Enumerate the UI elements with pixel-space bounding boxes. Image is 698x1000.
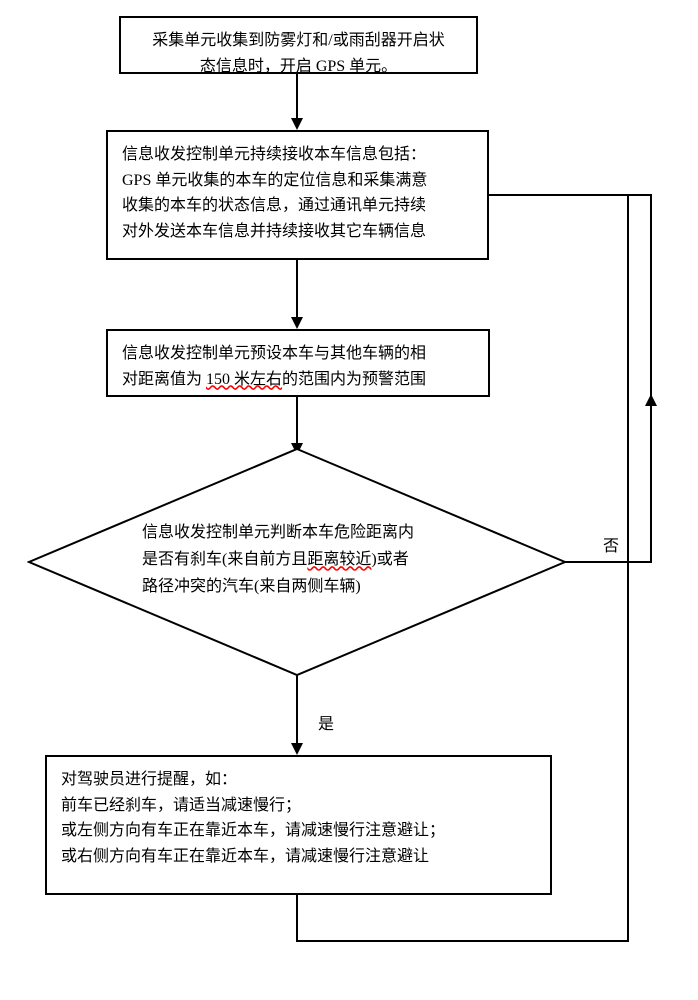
- label-yes: 是: [318, 710, 334, 734]
- n5-line3: 或左侧方向有车正在靠近本车，请减速慢行注意避让；: [61, 822, 445, 839]
- process-box-3: 信息收发控制单元预设本车与其他车辆的相 对距离值为 150 米左右的范围内为预警…: [106, 329, 490, 397]
- process-box-2: 信息收发控制单元持续接收本车信息包括： GPS 单元收集的本车的定位信息和采集满…: [106, 130, 489, 260]
- edge-no-up-marker: [645, 394, 657, 406]
- n1-line1: 采集单元收集到防雾灯和/或雨刮器开启状: [152, 32, 444, 49]
- edge-no-v1: [650, 194, 652, 563]
- n2-line3: 收集的本车的状态信息，通过通讯单元持续: [122, 197, 426, 214]
- process-box-5: 对驾驶员进行提醒，如： 前车已经刹车，请适当减速慢行； 或左侧方向有车正在靠近本…: [45, 755, 552, 895]
- n2-line4: 对外发送本车信息并持续接收其它车辆信息: [122, 223, 426, 240]
- n1-line2: 态信息时，开启 GPS 单元。: [200, 58, 397, 75]
- n5-line2: 前车已经刹车，请适当减速慢行；: [61, 797, 301, 814]
- n5-line1: 对驾驶员进行提醒，如：: [61, 771, 237, 788]
- process-box-1: 采集单元收集到防雾灯和/或雨刮器开启状 态信息时，开启 GPS 单元。: [119, 16, 478, 74]
- edge-back-h2: [489, 194, 652, 196]
- edge-5-back-v1: [296, 895, 298, 942]
- n2-line1: 信息收发控制单元持续接收本车信息包括：: [122, 146, 426, 163]
- n4-line3: 路径冲突的汽车(来自两侧车辆): [142, 578, 361, 595]
- edge-1-2-head: [291, 118, 303, 130]
- edge-2-3: [296, 260, 298, 319]
- n3-line2: 对距离值为 150 米左右的范围内为预警范围: [122, 371, 426, 388]
- edge-no-h1: [565, 561, 652, 563]
- edge-5-back-v2: [627, 194, 629, 942]
- n2-line2: GPS 单元收集的本车的定位信息和采集满意: [122, 172, 427, 189]
- label-no: 否: [603, 532, 619, 556]
- decision-text: 信息收发控制单元判断本车危险距离内 是否有刹车(来自前方且距离较近)或者 路径冲…: [142, 519, 462, 601]
- n5-line4: 或右侧方向有车正在靠近本车，请减速慢行注意避让: [61, 848, 429, 865]
- n3-line1: 信息收发控制单元预设本车与其他车辆的相: [122, 345, 426, 362]
- edge-3-4: [296, 397, 298, 445]
- n4-line2: 是否有刹车(来自前方且距离较近)或者: [142, 551, 409, 568]
- edge-1-2: [296, 74, 298, 120]
- edge-4-5-head: [291, 743, 303, 755]
- edge-4-5: [296, 675, 298, 745]
- n4-line1: 信息收发控制单元判断本车危险距离内: [142, 524, 414, 541]
- decision-box: 信息收发控制单元判断本车危险距离内 是否有刹车(来自前方且距离较近)或者 路径冲…: [27, 447, 567, 677]
- edge-2-3-head: [291, 317, 303, 329]
- edge-5-back-h1: [296, 940, 629, 942]
